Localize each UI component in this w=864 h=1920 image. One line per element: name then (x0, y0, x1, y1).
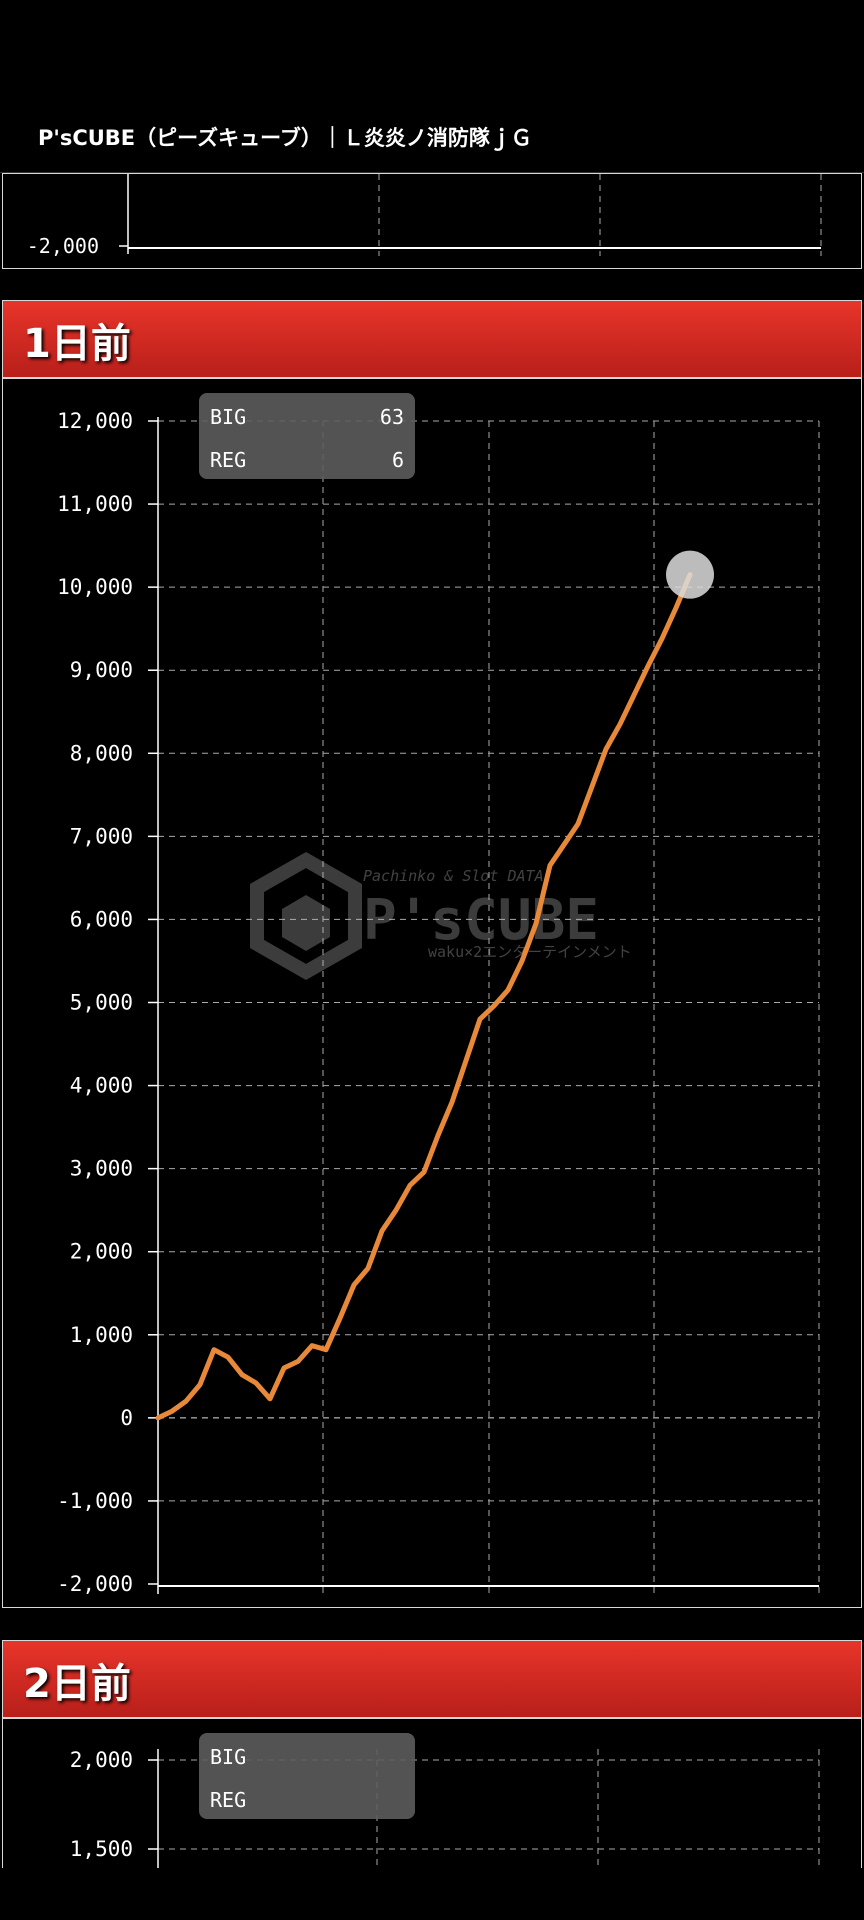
watermark-tagline: Pachinko & Slot DATA (363, 867, 544, 885)
y-tick-label: -2,000 (57, 1572, 133, 1596)
legend-big-label: BIG (210, 1745, 246, 1769)
series-line (155, 572, 693, 1421)
y-tick-label: 0 (120, 1406, 133, 1430)
previous-chart-panel: -2,000 (2, 173, 862, 269)
section-header-1: 1日前 (2, 300, 862, 378)
y-tick-label: 1,500 (70, 1837, 133, 1861)
app-header: P'sCUBE（ピーズキューブ）｜Ｌ炎炎ノ消防隊ｊＧ (0, 0, 864, 173)
y-tick-label: 3,000 (70, 1157, 133, 1181)
y-tick-label: 2,000 (70, 1748, 133, 1772)
section-header-2: 2日前 (2, 1640, 862, 1718)
section-title: 2日前 (23, 1661, 131, 1707)
legend-big-value: 63 (380, 405, 404, 429)
watermark-logo: Pachinko & Slot DATA P'sCUBEwaku×2エンターテイン… (250, 851, 632, 981)
y-tick-label: 11,000 (57, 492, 133, 516)
y-tick-label: 5,000 (70, 991, 133, 1015)
section-title: 1日前 (23, 321, 131, 367)
legend-background (199, 393, 415, 479)
previous-chart: -2,000 (27, 174, 822, 258)
legend-background (199, 1733, 415, 1819)
y-tick-label: 4,000 (70, 1074, 133, 1098)
cube-icon-inner (282, 895, 330, 951)
y-tick-label: 1,000 (70, 1323, 133, 1347)
y-tick-label: 9,000 (70, 658, 133, 682)
y-tick-label: 10,000 (57, 575, 133, 599)
watermark-maker: waku×2エンターテインメント (428, 943, 632, 961)
y-tick-label: 7,000 (70, 824, 133, 848)
y-tick-label: 12,000 (57, 409, 133, 433)
legend-big-label: BIG (210, 405, 246, 429)
y-tick-label: 8,000 (70, 741, 133, 765)
cube-icon (250, 851, 362, 981)
page-title: P'sCUBE（ピーズキューブ）｜Ｌ炎炎ノ消防隊ｊＧ (38, 126, 532, 150)
y-tick-label: 6,000 (70, 907, 133, 931)
series-end-marker (666, 550, 714, 599)
chart-2: 2,000 1,500 BIG REG (70, 1733, 820, 1868)
legend-box: BIG 63 REG 6 (199, 393, 415, 479)
chart-panel-1: 12,000 11,000 10,000 9,000 8,000 7,000 6,000 5,… (2, 378, 862, 1608)
y-tick-label: -1,000 (57, 1489, 133, 1513)
legend-reg-label: REG (210, 1788, 246, 1812)
chart-panel-2: 2,000 1,500 BIG REG (2, 1718, 862, 1868)
legend-reg-label: REG (210, 448, 246, 472)
y-tick-label: 2,000 (70, 1240, 133, 1264)
y-tick-label: -2,000 (27, 234, 99, 258)
legend-box: BIG REG (199, 1733, 415, 1819)
legend-reg-value: 6 (392, 448, 404, 472)
watermark-brand: P'sCUBE (363, 888, 599, 953)
chart-1: 12,000 11,000 10,000 9,000 8,000 7,000 6,000 5,… (57, 393, 820, 1596)
